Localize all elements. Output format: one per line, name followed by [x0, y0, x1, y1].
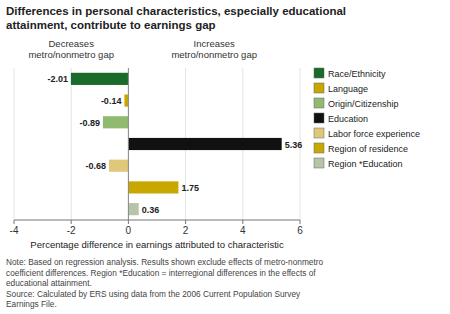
tick-label: 0 — [126, 225, 132, 236]
tick-mark — [242, 220, 243, 224]
legend-swatch — [314, 68, 324, 78]
x-axis-line — [14, 220, 300, 221]
legend-swatch — [314, 158, 324, 168]
title: Differences in personal characteristics,… — [6, 5, 346, 31]
data-label: 1.75 — [181, 183, 199, 193]
tick-mark — [14, 220, 15, 224]
zero-line — [128, 68, 129, 220]
tick-label: 6 — [297, 225, 303, 236]
tick-mark — [185, 220, 186, 224]
data-label: -0.14 — [101, 96, 122, 106]
legend-label: Region *Education — [328, 159, 403, 169]
tick-label: 2 — [183, 225, 189, 236]
tick-label: -4 — [10, 225, 19, 236]
data-label: -0.68 — [85, 161, 106, 171]
data-label: 5.36 — [285, 140, 303, 150]
bar — [71, 73, 128, 85]
grid-line — [128, 68, 129, 220]
legend-swatch — [314, 83, 324, 93]
annotation: Decreasesmetro/nonmetro gap — [28, 38, 114, 60]
data-label: -2.01 — [47, 74, 68, 84]
chart: Differences in personal characteristics,… — [0, 0, 450, 314]
bar — [128, 203, 138, 215]
legend-label: Race/Ethnicity — [328, 69, 386, 79]
data-label: 0.36 — [142, 205, 160, 215]
legend-swatch — [314, 113, 324, 123]
legend-swatch — [314, 128, 324, 138]
bar — [128, 138, 281, 150]
tick-mark — [128, 220, 129, 224]
legend-label: Labor force experience — [328, 129, 420, 139]
legend-label: Language — [328, 84, 368, 94]
tick-label: -2 — [67, 225, 76, 236]
tick-mark — [300, 220, 301, 224]
note: Note: Based on regression analysis. Resu… — [6, 257, 324, 309]
bar — [124, 94, 128, 106]
legend-swatch — [314, 143, 324, 153]
tick-label: 4 — [240, 225, 246, 236]
data-label: -0.89 — [79, 118, 100, 128]
bar — [109, 160, 128, 172]
annotation: Increasesmetro/nonmetro gap — [171, 38, 257, 60]
bar — [103, 116, 128, 128]
grid-line — [14, 68, 15, 220]
x-axis-label: Percentage difference in earnings attrib… — [30, 239, 284, 250]
grid-line — [71, 68, 72, 220]
legend-label: Origin/Citizenship — [328, 99, 399, 109]
legend-label: Region of residence — [328, 144, 408, 154]
legend: Race/Ethnicity Language Origin/Citizenship… — [314, 68, 420, 169]
bar — [128, 181, 178, 193]
bars — [71, 73, 282, 215]
legend-swatch — [314, 98, 324, 108]
legend-label: Education — [328, 114, 368, 124]
tick-mark — [71, 220, 72, 224]
